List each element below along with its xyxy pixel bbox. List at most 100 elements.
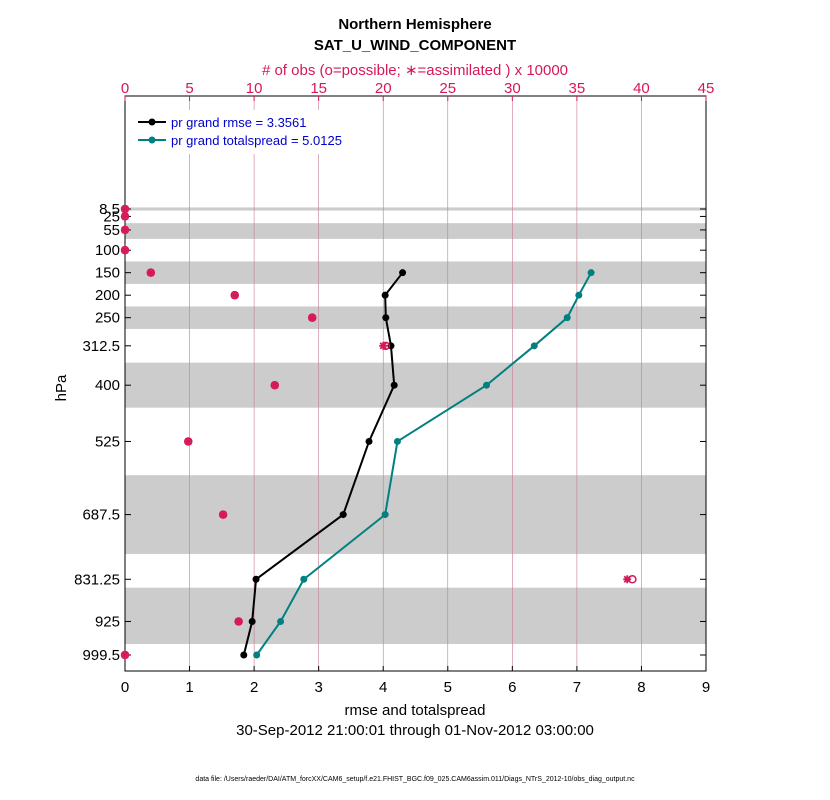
asterisk-stroke [623, 575, 631, 583]
shaded-band-0 [125, 207, 706, 211]
x-tick-label: 0 [121, 679, 129, 696]
y-tick-label: 925 [95, 613, 120, 630]
y-tick-label: 200 [95, 287, 120, 304]
legend: pr grand rmse = 3.3561 pr grand totalspr… [132, 110, 372, 154]
obs-assimilated-marker [308, 313, 317, 322]
series-0-point [390, 381, 398, 389]
asterisk-stroke [234, 617, 243, 626]
y-tick-label: 999.5 [82, 647, 120, 664]
axis-ticks: 0 1 2 3 4 5 6 7 8 90 5 10 15 20 25 30 35 40 458.5255510015… [74, 80, 714, 696]
obs-assimilated-marker [121, 246, 129, 255]
chart-subtitle: SAT_U_WIND_COMPONENT [314, 37, 516, 54]
y-tick-label: 100 [95, 242, 120, 259]
top-tick-label: 40 [633, 80, 650, 97]
asterisk-stroke [121, 226, 129, 234]
y-tick-label: 150 [95, 265, 120, 282]
asterisk-stroke [219, 510, 227, 519]
asterisk-stroke [231, 291, 239, 299]
top-tick-label: 30 [504, 80, 521, 97]
y-tick-label: 400 [95, 377, 120, 394]
series-1-point [381, 511, 389, 519]
y-tick-label: 250 [95, 310, 120, 327]
series-0-point [382, 314, 390, 322]
y-tick-label: 687.5 [82, 507, 120, 524]
series-1-point [587, 269, 595, 277]
series-0-point [381, 291, 389, 299]
series-0-point [240, 651, 248, 659]
data-file-footnote: data file: /Users/raeder/DAI/ATM_forcXX/… [195, 776, 635, 783]
chart-title: Northern Hemisphere [338, 16, 491, 33]
obs-assimilated-marker [184, 437, 193, 446]
asterisk-stroke [121, 651, 129, 659]
series-1-point [530, 342, 538, 350]
series-1-point [575, 291, 583, 299]
top-tick-label: 15 [310, 80, 327, 97]
obs-assimilated-marker [230, 291, 239, 300]
shaded-band-2 [125, 261, 706, 284]
series-1-point [300, 575, 308, 583]
obs-assimilated-marker [146, 268, 155, 277]
y-tick-label: 8.5 [99, 201, 120, 218]
series-0-point [248, 617, 256, 625]
y-tick-label: 831.25 [74, 571, 120, 588]
obs-markers [120, 204, 637, 660]
series-1-point [563, 314, 571, 322]
x-tick-label: 9 [702, 679, 710, 696]
x-tick-label: 1 [185, 679, 193, 696]
top-tick-label: 10 [246, 80, 263, 97]
x-tick-label: 8 [637, 679, 645, 696]
series-1-point [393, 437, 401, 445]
top-tick-label: 5 [185, 80, 193, 97]
series-line-0 [242, 272, 404, 656]
obs-assimilated-marker [121, 225, 129, 234]
legend-spread-marker [148, 136, 156, 144]
top-tick-label: 20 [375, 80, 392, 97]
shaded-band-3 [125, 306, 706, 329]
obs-assimilated-marker [121, 205, 129, 213]
obs-assimilated-marker [234, 617, 243, 626]
asterisk-stroke [271, 381, 279, 389]
obs-assimilated-marker [219, 510, 228, 519]
top-tick-label: 35 [569, 80, 586, 97]
y-axis-label: hPa [53, 374, 70, 401]
y-tick-label: 525 [95, 433, 120, 450]
obs-assimilated-marker [121, 651, 129, 659]
x-axis-label: rmse and totalspread [345, 702, 486, 719]
series-lines [240, 269, 595, 659]
shaded-band-6 [125, 587, 706, 644]
y-tick-label: 25 [103, 208, 120, 225]
legend-rmse-label: pr grand rmse = 3.3561 [171, 115, 307, 130]
shaded-band-1 [125, 223, 706, 239]
top-tick-label: 0 [121, 80, 129, 97]
obs-assimilated-marker [270, 381, 279, 390]
series-0-point [252, 575, 260, 583]
x-tick-label: 5 [444, 679, 452, 696]
series-0-point [339, 511, 347, 519]
top-tick-label: 45 [698, 80, 715, 97]
x-tick-label: 4 [379, 679, 387, 696]
plot-frame [124, 95, 707, 672]
shaded-band-4 [125, 362, 706, 408]
asterisk-stroke [121, 246, 129, 254]
series-1-point [483, 381, 491, 389]
series-0-point [399, 269, 407, 277]
shaded-band-5 [125, 475, 706, 554]
x-tick-label: 3 [314, 679, 322, 696]
obs-assimilated-marker [379, 341, 388, 350]
y-tick-label: 312.5 [82, 338, 120, 355]
vertical-gridlines [189, 96, 642, 671]
top-axis-label: # of obs (o=possible; ∗=assimilated ) x … [262, 62, 568, 79]
asterisk-stroke [308, 314, 316, 322]
obs-assimilated-marker [121, 212, 129, 221]
x-tick-label: 2 [250, 679, 258, 696]
asterisk-stroke [379, 342, 387, 350]
legend-rmse-marker [148, 118, 156, 126]
asterisk-stroke [184, 437, 192, 446]
series-line-1 [255, 272, 592, 656]
series-0-point [365, 437, 373, 445]
legend-spread-label: pr grand totalspread = 5.0125 [171, 133, 342, 148]
date-range: 30-Sep-2012 21:00:01 through 01-Nov-2012… [236, 722, 594, 739]
series-1-point [277, 617, 285, 625]
asterisk-stroke [121, 212, 129, 221]
